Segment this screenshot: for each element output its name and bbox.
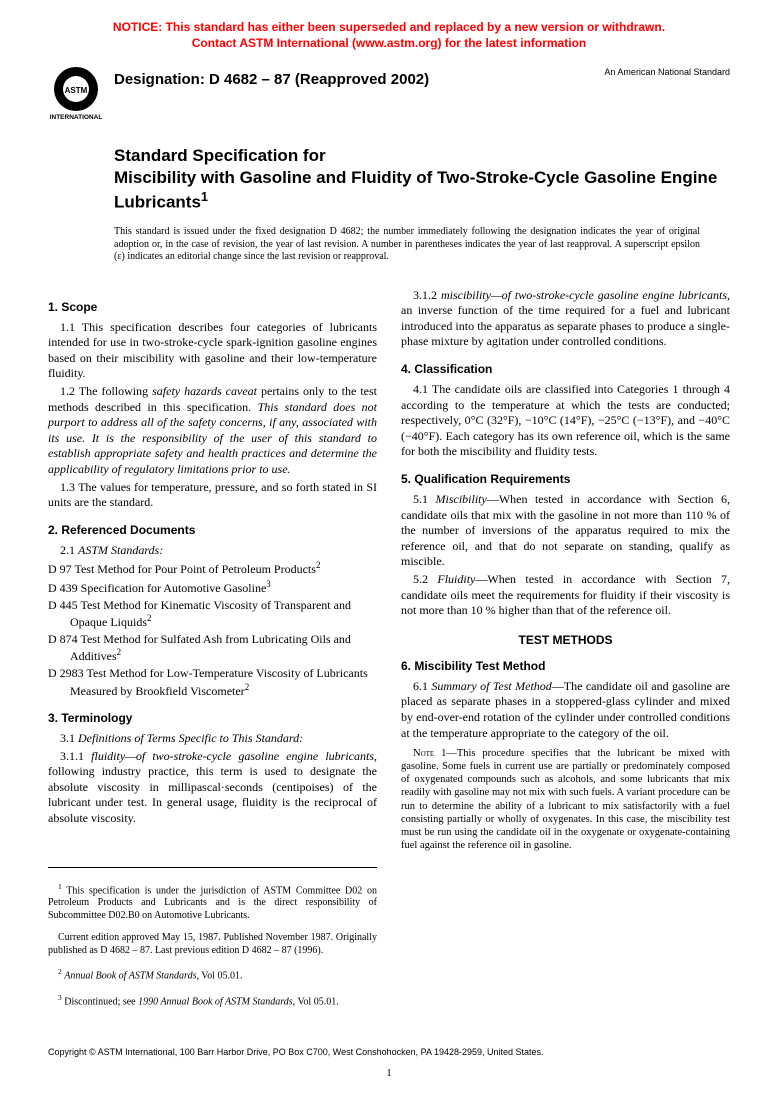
term-3-1-2: 3.1.2 miscibility—of two-stroke-cycle ga… [401,288,730,350]
misc-6-1: 6.1 Summary of Test Method—The candidate… [401,679,730,741]
notice-line1: NOTICE: This standard has either been su… [113,20,665,34]
footnote-3: 3 Discontinued; see 1990 Annual Book of … [48,993,377,1009]
ref-item: D 445 Test Method for Kinematic Viscosit… [48,598,377,631]
copyright-text: Copyright © ASTM International, 100 Barr… [48,1047,730,1057]
notice-line2: Contact ASTM International (www.astm.org… [192,36,586,50]
page-number: 1 [48,1067,730,1079]
refs-heading: 2. Referenced Documents [48,523,377,537]
note-1: Note 1—This procedure specifies that the… [401,747,730,852]
terminology-heading: 3. Terminology [48,711,377,725]
footnote-1: 1 This specification is under the jurisd… [48,882,377,923]
test-methods-heading: TEST METHODS [401,633,730,647]
ref-item: D 2983 Test Method for Low-Temperature V… [48,666,377,699]
header-row: ASTM INTERNATIONAL Designation: D 4682 –… [48,65,730,121]
term-3-1: 3.1 Definitions of Terms Specific to Thi… [48,731,377,747]
scope-p3: 1.3 The values for temperature, pressure… [48,480,377,511]
svg-text:INTERNATIONAL: INTERNATIONAL [50,114,103,121]
designation-text: Designation: D 4682 – 87 (Reapproved 200… [114,71,604,88]
astm-logo-icon: ASTM INTERNATIONAL [48,65,104,121]
footnote-1b: Current edition approved May 15, 1987. P… [48,932,377,957]
right-column: 3.1.2 miscibility—of two-stroke-cycle ga… [401,288,730,1020]
ref-item: D 874 Test Method for Sulfated Ash from … [48,632,377,665]
body-columns: 1. Scope 1.1 This specification describe… [48,288,730,1020]
issue-note: This standard is issued under the fixed … [114,226,700,264]
svg-text:ASTM: ASTM [65,86,88,95]
qual-5-2: 5.2 Fluidity—When tested in accordance w… [401,572,730,619]
footnotes-block: 1 This specification is under the jurisd… [48,867,377,1009]
ref-item: D 439 Specification for Automotive Gasol… [48,579,377,597]
term-3-1-1: 3.1.1 fluidity—of two-stroke-cycle gasol… [48,749,377,827]
scope-heading: 1. Scope [48,300,377,314]
document-title: Standard Specification for Miscibility w… [114,145,730,214]
footnote-2: 2 Annual Book of ASTM Standards, Vol 05.… [48,967,377,983]
ansi-note: An American National Standard [604,67,730,77]
ref-item: D 97 Test Method for Pour Point of Petro… [48,560,377,578]
qualification-heading: 5. Qualification Requirements [401,472,730,486]
classification-heading: 4. Classification [401,362,730,376]
refs-subheading: 2.1 ASTM Standards: [48,543,377,559]
title-block: Standard Specification for Miscibility w… [114,145,730,214]
page-container: NOTICE: This standard has either been su… [0,0,778,1109]
refs-list: D 97 Test Method for Pour Point of Petro… [48,560,377,699]
notice-banner: NOTICE: This standard has either been su… [48,20,730,51]
scope-p1: 1.1 This specification describes four ca… [48,320,377,382]
classification-p1: 4.1 The candidate oils are classified in… [401,382,730,460]
qual-5-1: 5.1 Miscibility—When tested in accordanc… [401,492,730,570]
left-column: 1. Scope 1.1 This specification describe… [48,288,377,1020]
scope-p2: 1.2 The following safety hazards caveat … [48,384,377,478]
misc-test-heading: 6. Miscibility Test Method [401,659,730,673]
